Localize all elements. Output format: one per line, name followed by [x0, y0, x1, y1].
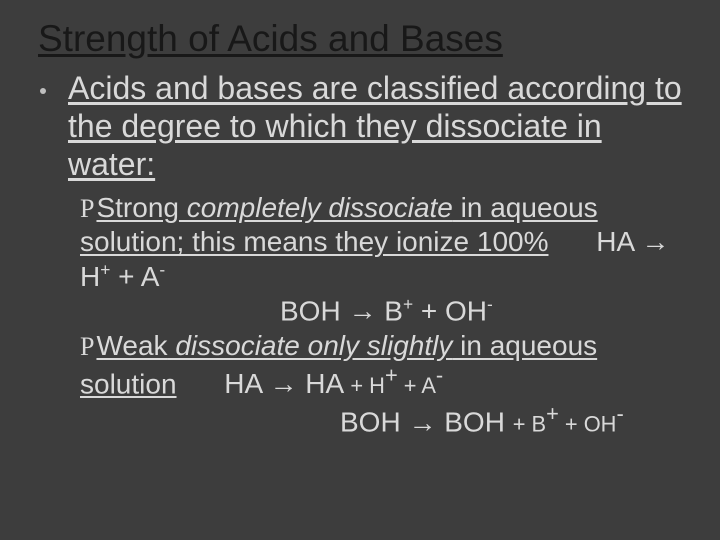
strong-italic: completely dissociate	[179, 192, 453, 223]
curly-bullet-icon: P	[80, 194, 94, 223]
arrow-icon: →	[269, 367, 297, 401]
weak-eq1: HA → HA + H+ + A-	[224, 368, 443, 399]
main-bullet-row: Acids and bases are classified according…	[38, 70, 682, 183]
weak-lead: Weak	[96, 330, 167, 361]
curly-bullet-icon: P	[80, 332, 94, 361]
sub-bullet-weak: PWeak dissociate only slightly in aqueou…	[80, 329, 682, 440]
strong-eq2: BOH → B+ + OH-	[280, 294, 682, 328]
weak-eq2: BOH → BOH + B+ + OH-	[340, 401, 682, 439]
arrow-icon: →	[641, 225, 669, 259]
arrow-icon: →	[408, 406, 436, 440]
sub-bullet-strong: PStrong completely dissociate in aqueous…	[80, 191, 682, 328]
arrow-icon: →	[348, 294, 376, 328]
slide-title: Strength of Acids and Bases	[38, 18, 682, 60]
strong-lead: Strong	[96, 192, 179, 223]
weak-italic: dissociate only slightly	[168, 330, 453, 361]
bullet-dot-icon	[40, 88, 46, 94]
main-bullet-text: Acids and bases are classified according…	[68, 70, 682, 183]
